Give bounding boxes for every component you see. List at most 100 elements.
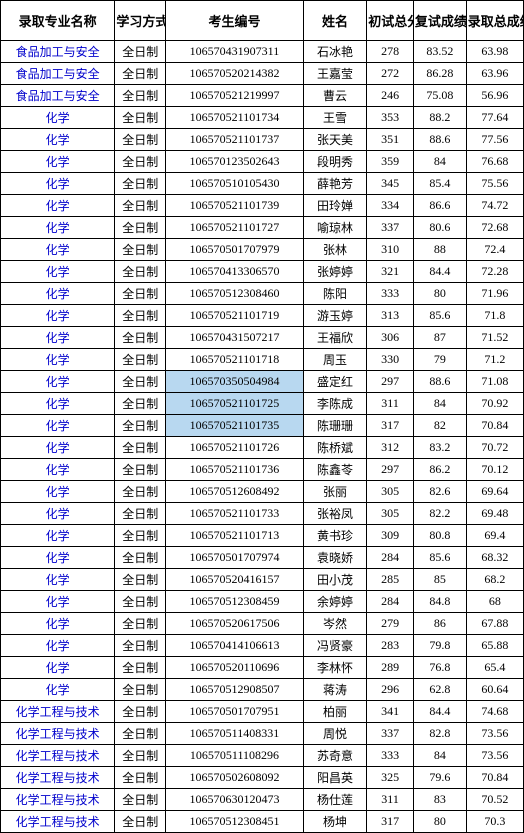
cell-score1: 289 bbox=[367, 657, 414, 679]
table-row: 化学全日制106570521101739田玲婵33486.674.72 bbox=[1, 195, 524, 217]
cell-name: 周玉 bbox=[303, 349, 367, 371]
cell-major: 化学 bbox=[1, 679, 115, 701]
cell-id: 106570520110696 bbox=[166, 657, 304, 679]
cell-id: 106570521101726 bbox=[166, 437, 304, 459]
cell-score3: 70.84 bbox=[466, 415, 523, 437]
table-row: 化学全日制106570521101737张天美35188.677.56 bbox=[1, 129, 524, 151]
table-row: 化学全日制106570521101727喻琼林33780.672.68 bbox=[1, 217, 524, 239]
cell-name: 张丽 bbox=[303, 481, 367, 503]
cell-score3: 67.88 bbox=[466, 613, 523, 635]
cell-id: 106570511408331 bbox=[166, 723, 304, 745]
cell-name: 陈桥斌 bbox=[303, 437, 367, 459]
cell-mode: 全日制 bbox=[115, 107, 166, 129]
cell-score3: 74.68 bbox=[466, 701, 523, 723]
cell-id: 106570521219997 bbox=[166, 85, 304, 107]
table-row: 化学全日制106570510105430薛艳芳34585.475.56 bbox=[1, 173, 524, 195]
cell-score3: 75.56 bbox=[466, 173, 523, 195]
cell-name: 曹云 bbox=[303, 85, 367, 107]
cell-name: 周悦 bbox=[303, 723, 367, 745]
cell-score3: 70.52 bbox=[466, 789, 523, 811]
cell-score2: 82.8 bbox=[413, 723, 466, 745]
cell-score2: 84 bbox=[413, 393, 466, 415]
cell-score2: 80.6 bbox=[413, 217, 466, 239]
cell-id: 106570521101736 bbox=[166, 459, 304, 481]
cell-id: 106570123502643 bbox=[166, 151, 304, 173]
table-row: 化学全日制106570512608492张丽30582.669.64 bbox=[1, 481, 524, 503]
cell-mode: 全日制 bbox=[115, 437, 166, 459]
cell-id: 106570521101719 bbox=[166, 305, 304, 327]
cell-name: 阳昌英 bbox=[303, 767, 367, 789]
cell-score2: 87 bbox=[413, 327, 466, 349]
cell-score1: 283 bbox=[367, 635, 414, 657]
table-row: 化学全日制106570512908507蒋涛29662.860.64 bbox=[1, 679, 524, 701]
cell-mode: 全日制 bbox=[115, 525, 166, 547]
cell-major: 化学工程与技术 bbox=[1, 789, 115, 811]
cell-score3: 69.64 bbox=[466, 481, 523, 503]
cell-major: 化学 bbox=[1, 107, 115, 129]
table-row: 化学全日制106570512308459余婷婷28484.868 bbox=[1, 591, 524, 613]
cell-score1: 337 bbox=[367, 723, 414, 745]
cell-id: 106570511108296 bbox=[166, 745, 304, 767]
cell-score3: 70.92 bbox=[466, 393, 523, 415]
cell-score1: 330 bbox=[367, 349, 414, 371]
cell-score1: 311 bbox=[367, 789, 414, 811]
table-row: 化学全日制106570501707974袁晓娇28485.668.32 bbox=[1, 547, 524, 569]
cell-score1: 310 bbox=[367, 239, 414, 261]
cell-id: 106570512608492 bbox=[166, 481, 304, 503]
cell-mode: 全日制 bbox=[115, 173, 166, 195]
cell-name: 王雪 bbox=[303, 107, 367, 129]
cell-major: 化学 bbox=[1, 569, 115, 591]
header-mode: 学习方式 bbox=[115, 1, 166, 41]
cell-id: 106570431507217 bbox=[166, 327, 304, 349]
cell-score2: 79.8 bbox=[413, 635, 466, 657]
cell-score3: 71.2 bbox=[466, 349, 523, 371]
table-row: 化学全日制106570521101713黄书珍30980.869.4 bbox=[1, 525, 524, 547]
cell-major: 化学 bbox=[1, 525, 115, 547]
header-score2: 复试成绩 bbox=[413, 1, 466, 41]
table-row: 化学全日制106570520617506岑然2798667.88 bbox=[1, 613, 524, 635]
cell-score1: 325 bbox=[367, 767, 414, 789]
cell-id: 106570350504984 bbox=[166, 371, 304, 393]
cell-id: 106570521101733 bbox=[166, 503, 304, 525]
cell-name: 杨仕莲 bbox=[303, 789, 367, 811]
cell-id: 106570521101739 bbox=[166, 195, 304, 217]
cell-major: 化学工程与技术 bbox=[1, 701, 115, 723]
cell-score1: 333 bbox=[367, 283, 414, 305]
cell-score2: 88.6 bbox=[413, 129, 466, 151]
cell-score2: 84 bbox=[413, 151, 466, 173]
cell-id: 106570521101713 bbox=[166, 525, 304, 547]
cell-major: 化学 bbox=[1, 261, 115, 283]
cell-score3: 71.08 bbox=[466, 371, 523, 393]
cell-name: 游玉婷 bbox=[303, 305, 367, 327]
cell-score3: 70.3 bbox=[466, 811, 523, 833]
cell-score2: 62.8 bbox=[413, 679, 466, 701]
cell-score2: 76.8 bbox=[413, 657, 466, 679]
cell-name: 柏丽 bbox=[303, 701, 367, 723]
cell-name: 陈珊珊 bbox=[303, 415, 367, 437]
cell-score1: 313 bbox=[367, 305, 414, 327]
cell-score2: 79 bbox=[413, 349, 466, 371]
cell-major: 化学 bbox=[1, 151, 115, 173]
cell-score3: 70.72 bbox=[466, 437, 523, 459]
cell-id: 106570520617506 bbox=[166, 613, 304, 635]
cell-score1: 305 bbox=[367, 481, 414, 503]
cell-name: 张婷婷 bbox=[303, 261, 367, 283]
cell-major: 化学 bbox=[1, 635, 115, 657]
cell-name: 王福欣 bbox=[303, 327, 367, 349]
cell-mode: 全日制 bbox=[115, 239, 166, 261]
table-row: 化学全日制106570520110696李林怀28976.865.4 bbox=[1, 657, 524, 679]
cell-mode: 全日制 bbox=[115, 481, 166, 503]
cell-score3: 72.28 bbox=[466, 261, 523, 283]
cell-id: 106570521101737 bbox=[166, 129, 304, 151]
table-row: 化学全日制106570512308460陈阳3338071.96 bbox=[1, 283, 524, 305]
cell-name: 张天美 bbox=[303, 129, 367, 151]
cell-score3: 65.4 bbox=[466, 657, 523, 679]
cell-major: 化学 bbox=[1, 371, 115, 393]
table-row: 化学工程与技术全日制106570630120473杨仕莲3118370.52 bbox=[1, 789, 524, 811]
cell-score1: 321 bbox=[367, 261, 414, 283]
table-row: 化学全日制106570431507217王福欣3068771.52 bbox=[1, 327, 524, 349]
cell-mode: 全日制 bbox=[115, 393, 166, 415]
cell-name: 陈阳 bbox=[303, 283, 367, 305]
cell-id: 106570520214382 bbox=[166, 63, 304, 85]
cell-score3: 69.4 bbox=[466, 525, 523, 547]
